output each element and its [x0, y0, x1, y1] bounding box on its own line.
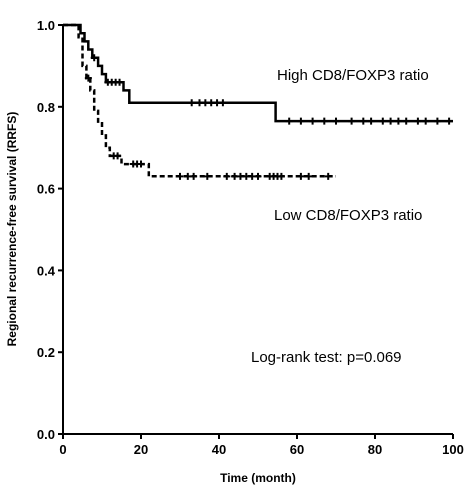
y-tick-label-3: 0.6: [37, 182, 55, 197]
y-tick-label-0: 0.0: [37, 427, 55, 442]
low-ratio-censor-mark-2: [114, 152, 122, 160]
y-axis-label: Regional recurrence-free survival (RRFS): [5, 112, 19, 347]
high-ratio-survival-curve: [63, 23, 453, 123]
high-ratio-censor-mark-13: [309, 117, 317, 125]
x-tick-label-3: 60: [290, 442, 304, 457]
high-ratio-censor-mark-12: [297, 117, 305, 125]
low-ratio-censor-mark-10: [223, 172, 231, 180]
y-tick-label-4: 0.8: [37, 100, 55, 115]
low-ratio-censor-mark-20: [297, 172, 305, 180]
high-ratio-censor-mark-16: [348, 117, 356, 125]
y-tick-label-2: 0.4: [37, 263, 56, 278]
high-ratio-censor-mark-15: [332, 117, 340, 125]
high-ratio-censor-mark-24: [422, 117, 430, 125]
low-ratio-censor-mark-6: [176, 172, 184, 180]
x-tick-label-5: 100: [442, 442, 464, 457]
high-ratio-censor-mark-19: [379, 117, 387, 125]
high-ratio-censor-mark-18: [367, 117, 375, 125]
high-ratio-annotation: High CD8/FOXP3 ratio: [277, 67, 429, 84]
high-ratio-censor-mark-6: [196, 99, 203, 107]
high-ratio-censor-mark-10: [219, 99, 227, 107]
high-ratio-censor-mark-4: [116, 78, 124, 86]
low-ratio-censor-mark-5: [137, 160, 145, 168]
x-tick-label-2: 40: [212, 442, 226, 457]
high-ratio-censor-mark-11: [285, 117, 293, 125]
high-ratio-censor-mark-7: [201, 99, 209, 107]
low-ratio-censor-mark-7: [184, 172, 192, 180]
series: [63, 23, 453, 180]
low-ratio-censor-mark-15: [254, 172, 262, 180]
high-ratio-censor-mark-23: [414, 117, 422, 125]
ticks: 0 20 40 60 80 100 0.0 0.2 0.4 0.6 0.8 1.0: [37, 18, 464, 457]
low-ratio-series: [63, 23, 336, 180]
x-tick-label-0: 0: [59, 442, 66, 457]
high-ratio-censor-mark-22: [402, 117, 410, 125]
x-tick-label-4: 80: [368, 442, 382, 457]
high-ratio-censor-mark-5: [188, 99, 196, 107]
low-ratio-censor-mark-12: [236, 172, 244, 180]
low-ratio-annotation: Low CD8/FOXP3 ratio: [274, 207, 422, 224]
high-ratio-censor-mark-9: [213, 99, 221, 107]
low-ratio-censor-mark-19: [277, 172, 285, 180]
high-ratio-censor-mark-20: [387, 117, 395, 125]
x-tick-label-1: 20: [134, 442, 148, 457]
x-axis-label: Time (month): [220, 471, 296, 485]
high-ratio-censor-mark-0: [90, 54, 98, 62]
low-ratio-censor-mark-14: [248, 172, 256, 180]
low-ratio-censor-mark-8: [190, 172, 198, 180]
low-ratio-censor-mark-22: [324, 172, 332, 180]
high-ratio-series: [63, 23, 453, 125]
low-ratio-censor-mark-9: [203, 172, 211, 180]
high-ratio-censor-mark-25: [433, 117, 441, 125]
low-ratio-censor-mark-0: [84, 74, 92, 82]
y-tick-label-1: 0.2: [37, 345, 55, 360]
high-ratio-censor-mark-17: [359, 117, 367, 125]
low-ratio-censor-mark-11: [231, 172, 239, 180]
high-ratio-censor-mark-26: [445, 117, 453, 125]
axes: [62, 25, 453, 435]
y-tick-label-5: 1.0: [37, 18, 55, 33]
low-ratio-censor-mark-13: [242, 172, 250, 180]
low-ratio-censor-mark-21: [305, 172, 313, 180]
high-ratio-censor-mark-21: [394, 117, 402, 125]
high-ratio-censor-mark-8: [207, 99, 215, 107]
log-rank-annotation: Log-rank test: p=0.069: [251, 349, 402, 366]
high-ratio-censor-mark-14: [320, 117, 328, 125]
